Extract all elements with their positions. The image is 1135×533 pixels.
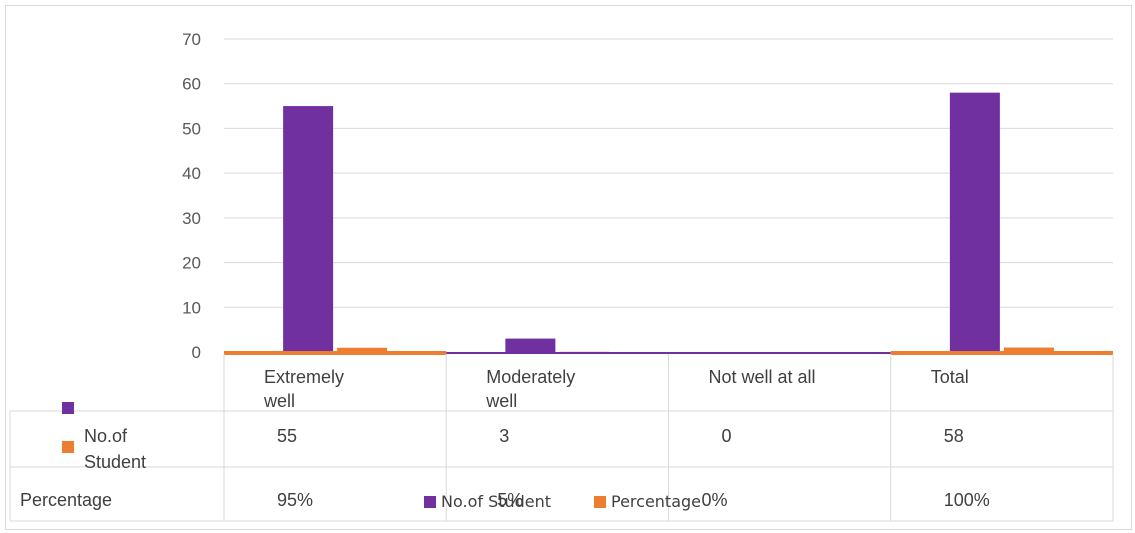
legend-key-no-of-student bbox=[62, 402, 74, 414]
bar-no-of-student bbox=[505, 338, 556, 352]
legend-swatch-percentage bbox=[594, 496, 606, 508]
table-row-header: No.of Student bbox=[84, 426, 146, 472]
bar-no-of-student bbox=[949, 92, 1000, 353]
table-row-header: Percentage bbox=[20, 490, 112, 510]
table-category-label: Total bbox=[931, 367, 969, 387]
y-tick-label: 10 bbox=[182, 298, 201, 317]
legend-key-percentage bbox=[62, 441, 74, 453]
table-value-no-of-student: 58 bbox=[944, 426, 964, 446]
y-tick-label: 70 bbox=[182, 30, 201, 49]
table-value-percentage: 0% bbox=[702, 490, 728, 510]
table-category-label: Not well at all bbox=[709, 367, 816, 387]
legend-label-percentage: Percentage bbox=[611, 492, 701, 511]
table-value-no-of-student: 55 bbox=[277, 426, 297, 446]
bar-no-of-student bbox=[283, 106, 334, 352]
table-category-label: Extremely well bbox=[263, 367, 344, 411]
table-value-percentage: 100% bbox=[944, 490, 990, 510]
table-value-no-of-student: 0 bbox=[722, 426, 732, 446]
legend-swatch-no-of-student bbox=[424, 496, 436, 508]
table-category-label: Moderately well bbox=[485, 367, 575, 411]
bar-percentage bbox=[337, 347, 388, 352]
table-value-no-of-student: 3 bbox=[499, 426, 509, 446]
y-tick-label: 60 bbox=[182, 75, 201, 94]
y-tick-label: 30 bbox=[182, 209, 201, 228]
bar-percentage bbox=[1003, 347, 1054, 352]
table-value-percentage: 95% bbox=[277, 490, 313, 510]
y-tick-label: 40 bbox=[182, 164, 201, 183]
chart-frame bbox=[5, 5, 1132, 530]
table-value-percentage: 5% bbox=[497, 490, 523, 510]
y-tick-label: 50 bbox=[182, 119, 201, 138]
y-tick-label: 0 bbox=[192, 343, 201, 362]
y-tick-label: 20 bbox=[182, 254, 201, 273]
legend-label-no-of-student: No.of Student bbox=[441, 492, 551, 511]
